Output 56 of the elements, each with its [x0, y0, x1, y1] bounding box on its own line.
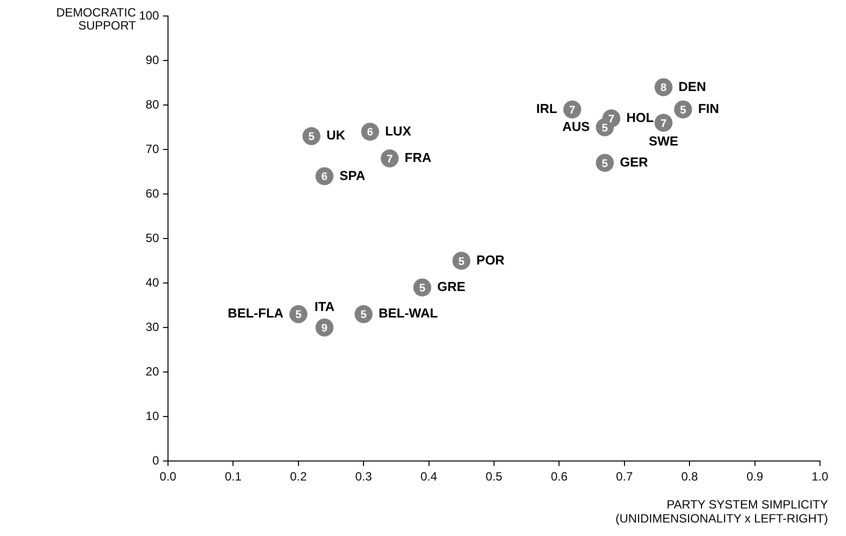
y-tick-label: 60 [146, 186, 160, 200]
x-tick-label: 0.5 [486, 470, 503, 484]
annotation: UK [326, 128, 346, 143]
annotation: BEL-WAL [378, 306, 438, 321]
x-tick-label: 0.7 [616, 470, 634, 484]
x-tick-label: 0.0 [160, 470, 177, 484]
annotation: GER [620, 154, 649, 170]
annotation: 6 [367, 126, 374, 139]
annotation: 5 [419, 282, 426, 294]
annotation: 5 [295, 309, 302, 322]
x-tick-label: 0.8 [681, 470, 698, 484]
annotation: SPA [339, 168, 366, 183]
x-tick-label: 0.9 [746, 470, 764, 484]
annotation: 5 [602, 122, 608, 134]
y-tick-label: 30 [146, 320, 160, 334]
annotation: 5 [458, 256, 464, 268]
annotation: 6 [321, 171, 328, 184]
annotation: 9 [321, 322, 328, 335]
y-tick-label: 20 [146, 364, 160, 378]
annotation: 5 [360, 309, 367, 322]
x-tick-label: 0.2 [290, 470, 308, 484]
annotation: LUX [385, 123, 412, 138]
annotation: 8 [660, 82, 667, 94]
x-axis-title: PARTY SYSTEM SIMPLICITY (UNIDIMENSIONALITY x LEFT-RIGHT) [616, 497, 828, 526]
annotation: SWE [648, 133, 679, 148]
annotation: 5 [308, 131, 315, 144]
annotation: 5 [602, 158, 608, 170]
y-tick-label: 100 [138, 8, 160, 22]
annotation: 7 [660, 118, 667, 130]
y-tick-label: 90 [146, 52, 160, 67]
annotation: GRE [437, 279, 466, 294]
y-tick-label: 50 [146, 230, 160, 245]
annotation: DEN [678, 78, 706, 94]
annotation: HOL [626, 110, 654, 125]
annotation: 7 [386, 153, 393, 166]
y-tick-label: 40 [146, 275, 160, 290]
x-tick-label: 0.3 [355, 470, 372, 484]
x-tick-label: 1.0 [812, 470, 829, 484]
annotation: 7 [608, 113, 614, 126]
y-tick-label: 70 [146, 142, 160, 156]
x-tick-label: 0.4 [420, 470, 438, 484]
annotation: IRL [536, 101, 558, 116]
x-tick-label: 0.1 [224, 470, 242, 484]
y-tick-label: 10 [146, 408, 160, 423]
annotation: ITA [314, 299, 336, 314]
annotation: POR [476, 252, 506, 268]
annotation: 5 [680, 104, 686, 116]
annotation: AUS [562, 118, 590, 134]
annotation: FRA [404, 150, 432, 165]
y-tick-label: 0 [152, 453, 160, 468]
y-axis-title: DEMOCRATIC SUPPORT [56, 5, 137, 32]
x-tick-label: 0.6 [550, 470, 568, 484]
annotation: 7 [569, 104, 576, 116]
annotation: FIN [698, 101, 720, 116]
annotation: BEL-FLA [228, 306, 284, 321]
y-tick-label: 80 [146, 97, 160, 112]
